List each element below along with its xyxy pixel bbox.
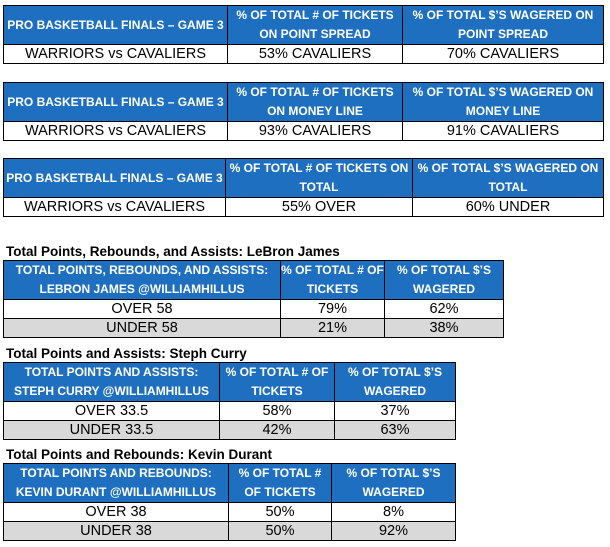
line-cell: UNDER 58 [3, 318, 281, 338]
line-cell: OVER 33.5 [3, 401, 220, 421]
table-row: UNDER 58 21% 38% [3, 318, 504, 338]
table-header-row: PRO BASKETBALL FINALS – GAME 3 % OF TOTA… [3, 5, 604, 45]
matchup-cell: WARRIORS vs CAVALIERS [3, 121, 228, 141]
header-cell: PRO BASKETBALL FINALS – GAME 3 [3, 158, 226, 198]
header-cell: PRO BASKETBALL FINALS – GAME 3 [3, 5, 228, 45]
matchup-cell: WARRIORS vs CAVALIERS [3, 44, 228, 64]
line-cell: UNDER 33.5 [3, 420, 220, 440]
header-cell: % OF TOTAL $’S WAGERED [384, 260, 504, 300]
money-line-table: PRO BASKETBALL FINALS – GAME 3 % OF TOTA… [3, 82, 604, 141]
table-row: UNDER 33.5 42% 63% [3, 420, 456, 440]
wagered-cell: 63% [334, 420, 456, 440]
table-row: OVER 33.5 58% 37% [3, 401, 456, 421]
wagered-cell: 37% [334, 401, 456, 421]
header-cell: % OF TOTAL # OF TICKETS ON POINT SPREAD [227, 5, 403, 45]
table-row: WARRIORS vs CAVALIERS 55% OVER 60% UNDER [3, 197, 604, 217]
tickets-cell: 58% [219, 401, 335, 421]
tickets-cell: 21% [280, 318, 385, 338]
header-cell: % OF TOTAL # OF TICKETS [280, 260, 385, 300]
header-cell: % OF TOTAL # OF TICKETS ON MONEY LINE [227, 82, 403, 122]
table-header-row: PRO BASKETBALL FINALS – GAME 3 % OF TOTA… [3, 158, 604, 198]
line-cell: UNDER 38 [3, 521, 229, 541]
line-cell: OVER 58 [3, 299, 281, 319]
wagered-cell: 62% [384, 299, 504, 319]
tickets-cell: 50% [228, 502, 332, 522]
wagered-cell: 70% CAVALIERS [402, 44, 604, 64]
table-row: OVER 38 50% 8% [3, 502, 456, 522]
table-header-row: TOTAL POINTS AND ASSISTS: STEPH CURRY @W… [3, 362, 456, 402]
tickets-cell: 50% [228, 521, 332, 541]
tickets-cell: 93% CAVALIERS [227, 121, 403, 141]
header-cell: % OF TOTAL $’S WAGERED ON TOTAL [412, 158, 604, 198]
durant-props-table: TOTAL POINTS AND REBOUNDS: KEVIN DURANT … [3, 463, 456, 541]
table-header-row: TOTAL POINTS, REBOUNDS, AND ASSISTS: LEB… [3, 260, 504, 300]
wagered-cell: 60% UNDER [412, 197, 604, 217]
header-cell: % OF TOTAL # OF TICKETS [219, 362, 335, 402]
header-cell: % OF TOTAL $’S WAGERED ON POINT SPREAD [402, 5, 604, 45]
tickets-cell: 79% [280, 299, 385, 319]
total-table: PRO BASKETBALL FINALS – GAME 3 % OF TOTA… [3, 158, 604, 217]
section-title: Total Points and Rebounds: Kevin Durant [6, 447, 273, 462]
header-cell: % OF TOTAL $’S WAGERED ON MONEY LINE [402, 82, 604, 122]
matchup-cell: WARRIORS vs CAVALIERS [3, 197, 226, 217]
tickets-cell: 55% OVER [225, 197, 413, 217]
line-cell: OVER 38 [3, 502, 229, 522]
header-cell: % OF TOTAL # OF TICKETS [228, 463, 332, 503]
table-header-row: TOTAL POINTS AND REBOUNDS: KEVIN DURANT … [3, 463, 456, 503]
header-cell: % OF TOTAL # OF TICKETS ON TOTAL [225, 158, 413, 198]
table-header-row: PRO BASKETBALL FINALS – GAME 3 % OF TOTA… [3, 82, 604, 122]
tickets-cell: 53% CAVALIERS [227, 44, 403, 64]
table-row: UNDER 38 50% 92% [3, 521, 456, 541]
lebron-props-table: TOTAL POINTS, REBOUNDS, AND ASSISTS: LEB… [3, 260, 504, 338]
header-cell: % OF TOTAL $’S WAGERED [331, 463, 456, 503]
wagered-cell: 92% [331, 521, 456, 541]
header-cell: TOTAL POINTS, REBOUNDS, AND ASSISTS: LEB… [3, 260, 281, 300]
wagered-cell: 38% [384, 318, 504, 338]
tickets-cell: 42% [219, 420, 335, 440]
wagered-cell: 8% [331, 502, 456, 522]
header-cell: % OF TOTAL $’S WAGERED [334, 362, 456, 402]
header-cell: TOTAL POINTS AND REBOUNDS: KEVIN DURANT … [3, 463, 229, 503]
table-row: OVER 58 79% 62% [3, 299, 504, 319]
wagered-cell: 91% CAVALIERS [402, 121, 604, 141]
section-title: Total Points, Rebounds, and Assists: LeB… [6, 244, 340, 259]
header-cell: TOTAL POINTS AND ASSISTS: STEPH CURRY @W… [3, 362, 220, 402]
header-cell: PRO BASKETBALL FINALS – GAME 3 [3, 82, 228, 122]
table-row: WARRIORS vs CAVALIERS 53% CAVALIERS 70% … [3, 44, 604, 64]
table-row: WARRIORS vs CAVALIERS 93% CAVALIERS 91% … [3, 121, 604, 141]
point-spread-table: PRO BASKETBALL FINALS – GAME 3 % OF TOTA… [3, 5, 604, 64]
section-title: Total Points and Assists: Steph Curry [6, 346, 247, 361]
curry-props-table: TOTAL POINTS AND ASSISTS: STEPH CURRY @W… [3, 362, 456, 440]
